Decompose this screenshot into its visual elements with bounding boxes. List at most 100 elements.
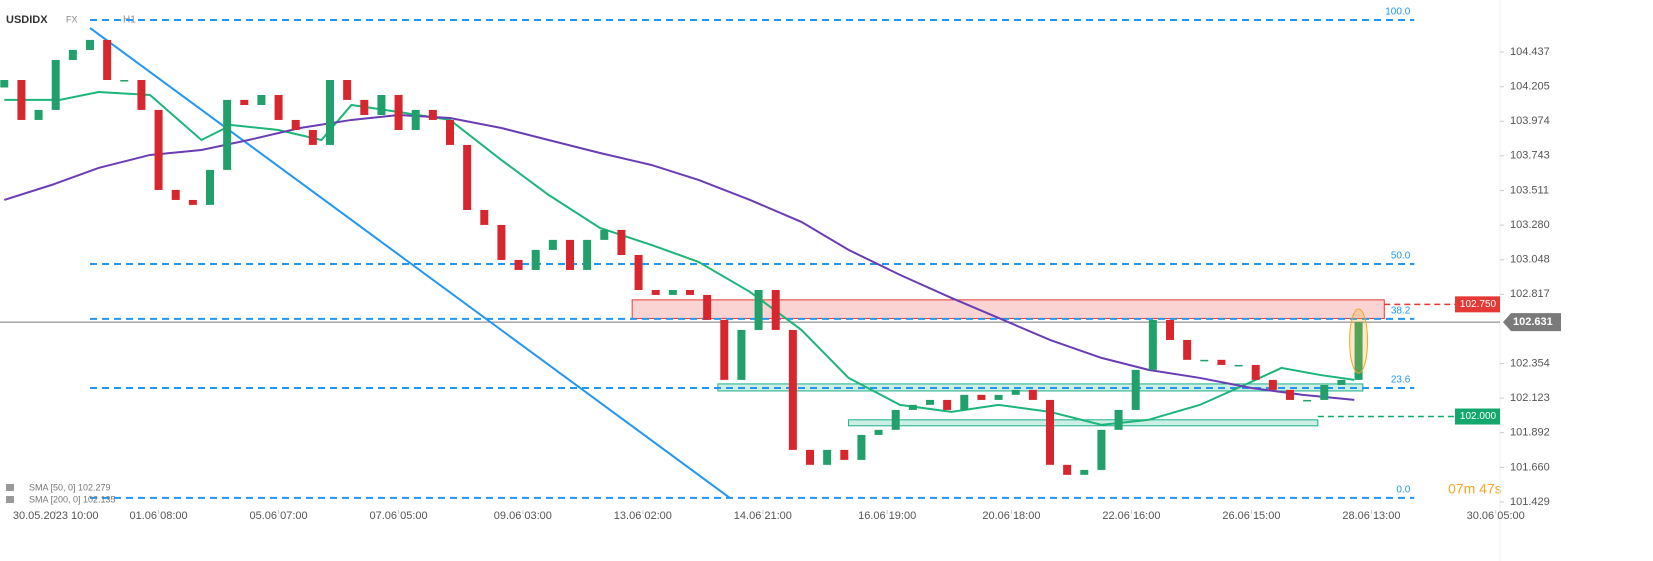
y-tick-label: 103.280	[1510, 219, 1550, 231]
x-tick-label: 28.06 13:00	[1342, 510, 1400, 522]
candle-body	[51, 59, 60, 110]
y-tick-label: 103.743	[1510, 150, 1550, 162]
candle-body	[446, 119, 454, 145]
x-tick-label: 30.06 05:00	[1467, 510, 1525, 522]
candle-body	[874, 429, 883, 435]
candle-body	[566, 239, 574, 270]
candle-body	[1251, 364, 1260, 380]
candle-body	[943, 399, 952, 410]
x-tick-label: 05.06 07:00	[250, 510, 308, 522]
candle-body	[17, 80, 26, 120]
candle-body	[514, 259, 523, 270]
candle-body	[634, 255, 643, 290]
trendline	[89, 27, 731, 499]
candle-body	[531, 249, 540, 270]
candle-body	[617, 229, 626, 255]
candle-body	[257, 94, 266, 105]
candle-body	[1320, 384, 1329, 400]
candle-body	[1217, 359, 1226, 365]
market[interactable]: FX	[66, 14, 78, 24]
candle-body	[1286, 389, 1294, 400]
candle-body	[926, 399, 934, 405]
y-tick-label: 101.429	[1510, 496, 1550, 508]
candle-body	[154, 109, 163, 190]
candle-body	[1303, 399, 1312, 402]
candle-body	[274, 94, 283, 120]
y-tick-label: 102.354	[1510, 357, 1550, 369]
candle-body	[206, 169, 214, 205]
fib-label: 100.0	[1385, 7, 1410, 18]
y-tick-label: 104.437	[1510, 46, 1550, 58]
candle-body	[548, 239, 557, 250]
candle-body	[240, 99, 249, 105]
y-tick-label: 104.205	[1510, 81, 1550, 93]
candle-body	[1080, 469, 1089, 475]
candle-body	[703, 294, 712, 320]
highlight	[1349, 308, 1369, 374]
fib-label: 23.6	[1391, 375, 1411, 386]
legend-icon	[6, 496, 14, 503]
candle-body	[1028, 389, 1037, 400]
candle-body	[428, 109, 437, 120]
candle-body	[0, 80, 9, 88]
x-tick-label: 20.06 18:00	[982, 510, 1040, 522]
price-tag	[1455, 408, 1500, 425]
candle-body	[686, 289, 694, 295]
candle-body	[891, 409, 900, 430]
price-tag-label: 102.000	[1460, 411, 1497, 422]
candle-body	[857, 434, 866, 460]
candle-body	[291, 119, 300, 130]
candle-body	[86, 39, 94, 50]
candle-body	[1114, 409, 1123, 430]
y-tick-label: 102.817	[1510, 288, 1550, 300]
candle-body	[463, 144, 472, 210]
candle-body	[600, 229, 609, 240]
x-tick-label: 07.06 05:00	[370, 510, 428, 522]
fib-label: 0.0	[1396, 485, 1410, 496]
candle-body	[1046, 399, 1054, 465]
fib-label: 50.0	[1391, 251, 1411, 262]
candle-body	[1268, 379, 1277, 390]
candle-body	[103, 39, 112, 81]
x-tick-label: 09.06 03:00	[494, 510, 552, 522]
zone	[631, 299, 1385, 320]
candle-body	[1200, 359, 1209, 362]
y-tick-label: 101.892	[1510, 427, 1550, 439]
candle-timer: 07m 47s	[1448, 481, 1502, 497]
legend-entry: SMA [50, 0] 102.279	[29, 482, 111, 492]
candle-body	[720, 319, 729, 380]
y-tick-label: 103.048	[1510, 254, 1550, 266]
candle-body	[583, 239, 592, 270]
candle-body	[788, 329, 797, 450]
candle-body	[1011, 389, 1020, 395]
x-tick-label: 14.06 21:00	[734, 510, 792, 522]
candle-body	[137, 80, 146, 110]
y-tick-label: 101.660	[1510, 461, 1550, 473]
candle-body	[1183, 339, 1192, 360]
candle-body	[977, 394, 986, 400]
candle-body	[34, 109, 43, 120]
x-tick-label: 16.06 19:00	[858, 510, 916, 522]
y-tick-label: 102.123	[1510, 392, 1550, 404]
candle-body	[360, 99, 369, 116]
candle-body	[68, 49, 77, 60]
y-tick-label: 103.974	[1510, 115, 1550, 127]
candle-body	[754, 289, 763, 330]
candle-body	[840, 449, 849, 460]
price-tag-label: 102.750	[1460, 299, 1497, 310]
candle-body	[171, 189, 180, 200]
candle-body	[668, 289, 677, 295]
legend-icon	[6, 484, 14, 491]
candle-body	[651, 289, 660, 295]
candle-body	[908, 404, 917, 410]
candle-body	[1234, 364, 1243, 367]
candle-body	[1337, 379, 1346, 385]
x-tick-label: 30.05.2023 10:00	[13, 510, 99, 522]
symbol[interactable]: USDIDX	[6, 14, 48, 26]
price-tag	[1455, 296, 1500, 313]
candle-body	[188, 199, 197, 205]
candle-body	[411, 109, 420, 130]
candle-body	[497, 224, 506, 260]
candle-body	[394, 94, 403, 130]
